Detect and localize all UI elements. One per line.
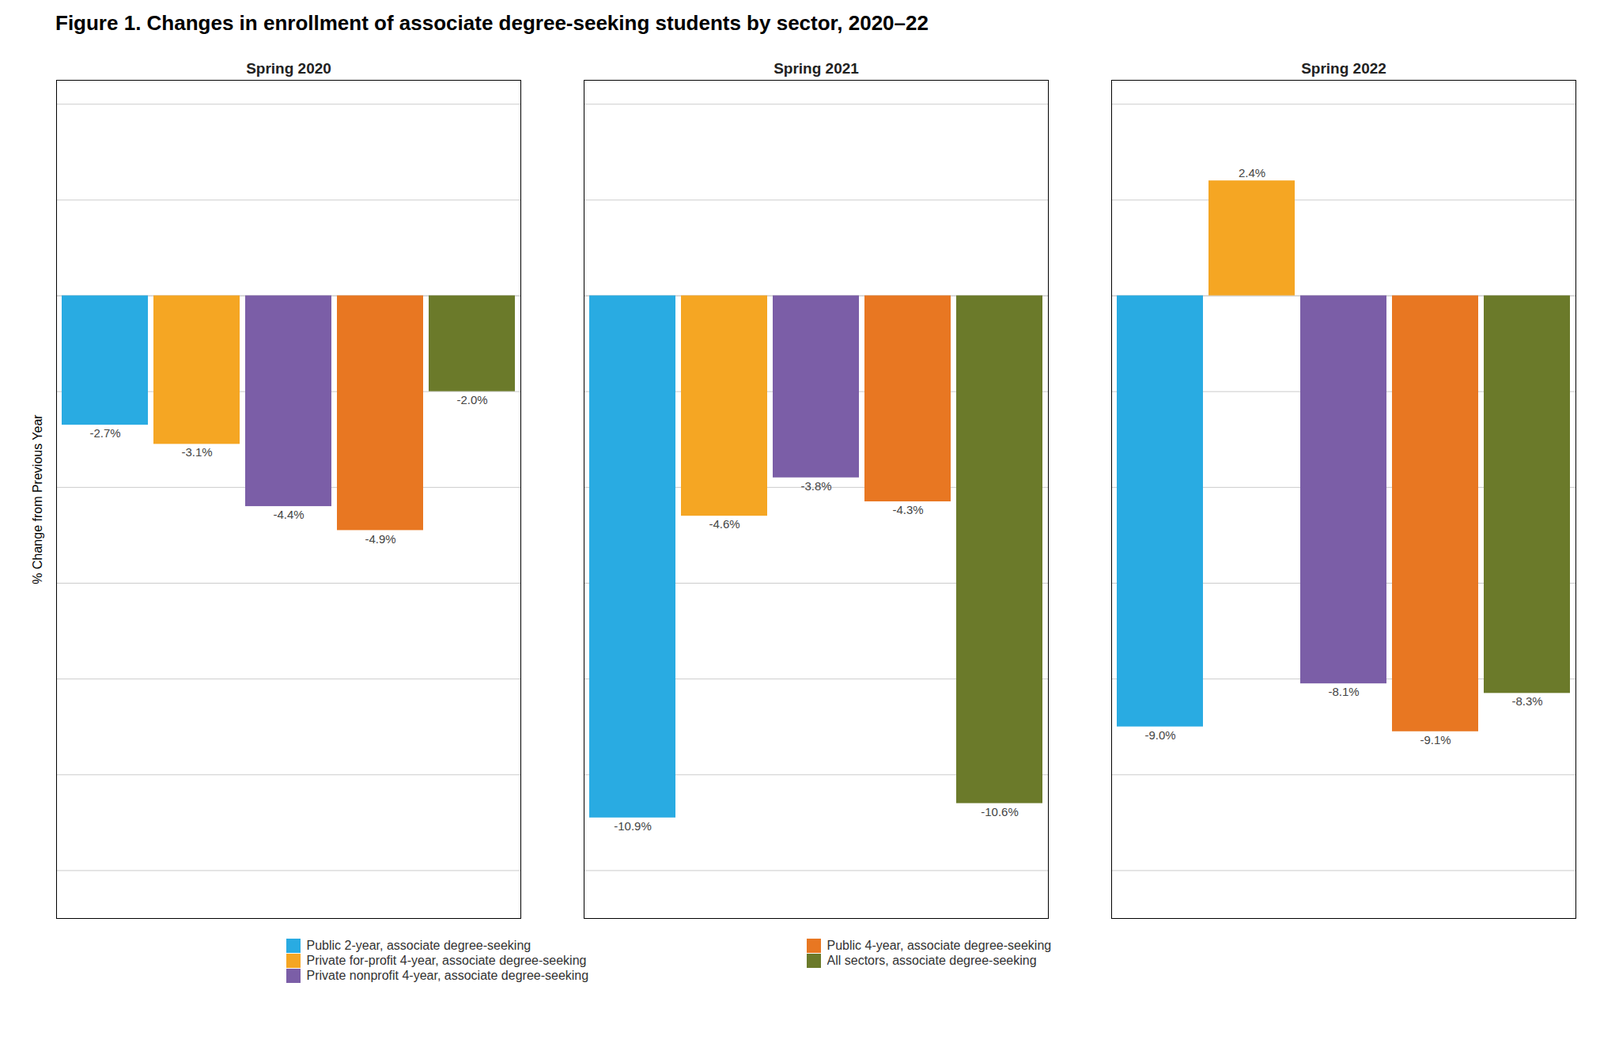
html-text:Private nonprofit 4-year, asso: Private nonprofit 4-year, associate degr… [306,968,589,983]
svg-text:Spring 2022: Spring 2022 [1301,60,1387,77]
svg-text:2.4%: 2.4% [1238,166,1266,180]
html-text:Figure 1. Changes in enrollmen: Figure 1. Changes in enrollment of assoc… [55,11,929,35]
svg-text:-4.9%: -4.9% [364,532,396,546]
svg-text:-9.0%: -9.0% [1144,728,1176,742]
svg-text:-4.6%: -4.6% [708,517,740,531]
svg-text:-3.1%: -3.1% [181,445,212,459]
svg-text:-10.9%: -10.9% [613,819,652,833]
svg-text:-2.0%: -2.0% [456,393,488,407]
svg-text:Spring 2020: Spring 2020 [245,60,332,77]
html-text:All sectors, associate degree-: All sectors, associate degree-seeking [826,953,1037,968]
svg-text:-8.1%: -8.1% [1327,684,1359,699]
svg-text:-3.8%: -3.8% [800,479,832,493]
svg-text:-8.3%: -8.3% [1511,694,1543,708]
svg-text:-4.3%: -4.3% [892,503,923,517]
html-text:Public 4-year, associate degre: Public 4-year, associate degree-seeking [826,938,1052,953]
svg-text:% Change from Previous Year: % Change from Previous Year [30,414,45,585]
html-text:Private for-profit 4-year, ass: Private for-profit 4-year, associate deg… [306,953,587,968]
html-text:Public 2-year, associate degre: Public 2-year, associate degree-seeking [306,938,531,953]
svg-text:Spring 2021: Spring 2021 [773,60,859,77]
svg-text:-10.6%: -10.6% [980,805,1019,819]
svg-text:-4.4%: -4.4% [272,507,304,522]
svg-text:-9.1%: -9.1% [1419,733,1451,747]
svg-text:-2.7%: -2.7% [89,426,121,440]
